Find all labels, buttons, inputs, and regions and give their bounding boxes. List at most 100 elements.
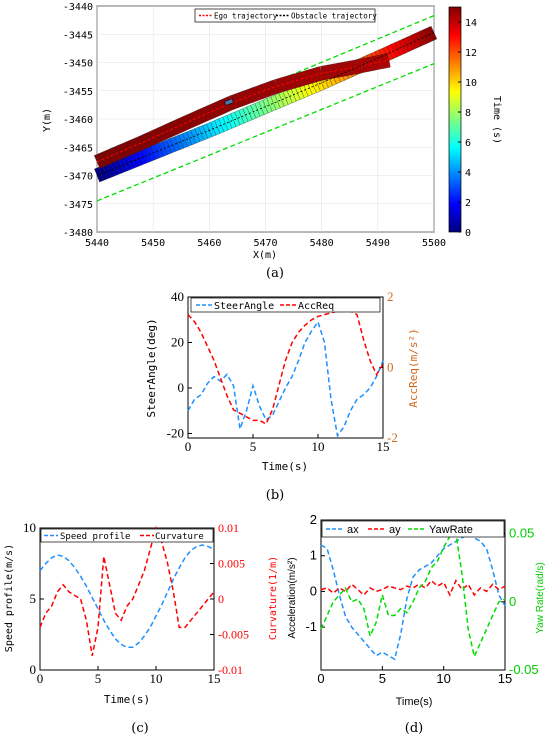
y-right-tick-label: 0 [387, 360, 394, 375]
panel-c-legend [40, 528, 214, 543]
panel-a-ticks: 5440 5450 5460 5470 5480 5490 5500 -3440 -3445 -3… [63, 2, 446, 249]
y-tick-label: 10 [23, 520, 36, 535]
y-tick-label: 5 [30, 591, 37, 606]
caption-d: (d) [405, 721, 423, 736]
colorbar-tick-label: 4 [465, 168, 471, 179]
x-tick-label: 5450 [141, 238, 165, 249]
panel-c-ticks: 0 5 10 15 0 5 10 -0.01 -0.005 0 0.005 0.01 [23, 520, 249, 686]
legend-ax-label: ax [347, 524, 359, 536]
panel-a-trajectory-plot: 5440 5450 5460 5470 5480 5490 5500 -3440 -3445 -3… [42, 2, 502, 261]
colorbar-tick-label: 8 [465, 108, 471, 119]
legend-curvature-label: Curvature [155, 532, 204, 542]
legend-speed-label: Speed profile [60, 532, 130, 542]
x-tick-label: 10 [436, 671, 450, 686]
colorbar-tick-label: 2 [465, 198, 471, 209]
caption-a: (a) [266, 266, 284, 281]
panel-c-ylabel-right: Curvature(1/m) [268, 556, 279, 640]
y-tick-label: 1 [310, 548, 317, 563]
x-tick-label: 5500 [422, 238, 446, 249]
panel-c-axes-box [39, 527, 215, 671]
panel-b-legend [190, 297, 381, 313]
legend-ego-label: Ego trajectory [214, 12, 278, 21]
y-right-tick-label: 0 [509, 594, 516, 609]
x-tick-label: 0 [185, 439, 192, 454]
panel-b-ylabel-right: AccReq(m/s²) [407, 328, 420, 407]
y-tick-label: -3475 [63, 200, 93, 211]
lane-line [96, 63, 435, 202]
x-tick-label: 15 [498, 671, 512, 686]
colorbar-tick-label: 0 [465, 228, 471, 239]
x-tick-label: 10 [312, 439, 325, 454]
series-line-curvature [39, 525, 215, 656]
panel-d-series [320, 532, 506, 661]
panel-b-axes-box [187, 296, 384, 439]
series-line-speed-profile [39, 544, 215, 649]
colorbar-ticks: 0 2 4 6 8 10 12 14 [458, 18, 477, 239]
panel-d-ticks: 0 5 10 15 -1 0 1 2 -0.05 0 0.05 [305, 512, 538, 686]
panel-c-ylabel: Speed profile(m/s) [4, 544, 15, 652]
y-tick-label: -3480 [63, 228, 93, 239]
panel-d-ylabel: Acceleration(m/s²) [287, 557, 298, 638]
panel-b-ylabel: SteerAngle(deg) [145, 318, 158, 417]
y-tick-label: -3455 [63, 87, 93, 98]
y-tick-label: -3465 [63, 143, 93, 154]
x-tick-label: 5470 [253, 238, 277, 249]
x-tick-label: 5 [379, 671, 386, 686]
colorbar [448, 6, 462, 233]
y-tick-label: 40 [171, 289, 184, 304]
caption-c: (c) [131, 721, 148, 736]
x-tick-label: 5480 [310, 238, 334, 249]
colorbar-label: Time (s) [491, 96, 502, 144]
series-line-steerangle [187, 320, 384, 438]
y-tick-label: -3460 [63, 115, 93, 126]
x-tick-label: 5440 [85, 238, 109, 249]
y-right-tick-label: -0.01 [218, 663, 243, 677]
panel-d-legend [321, 520, 505, 538]
panel-d-axes-box [320, 519, 506, 671]
y-tick-label: -3470 [63, 172, 93, 183]
y-right-tick-label: -0.005 [218, 628, 249, 642]
series-line-ax [320, 533, 506, 661]
colorbar-tick-label: 12 [465, 48, 477, 59]
y-tick-label: -3445 [63, 30, 93, 41]
panel-a-ylabel: Y(m) [42, 108, 53, 132]
legend-ay-label: ay [389, 524, 401, 536]
x-tick-label: 10 [150, 671, 163, 686]
obstacle-trajectory-line [96, 32, 435, 176]
ego-trajectory-line [96, 59, 390, 163]
colorbar-tick-label: 10 [465, 78, 477, 89]
series-line-yawrate [320, 532, 506, 659]
y-right-tick-label: 2 [387, 289, 394, 304]
y-right-tick-label: 0.005 [218, 557, 245, 571]
x-tick-label: 15 [208, 671, 221, 686]
legend-steerangle-label: SteerAngle [214, 301, 274, 312]
colorbar-tick-label: 6 [465, 138, 471, 149]
panel-d-accel-yaw-plot: 0 5 10 15 -1 0 1 2 -0.05 0 0.05 Time(s) Accelerati… [287, 512, 546, 708]
panel-a-trajectories [94, 26, 438, 183]
y-right-tick-label: -0.05 [509, 662, 539, 677]
panel-c-series [39, 525, 215, 656]
y-tick-label: 2 [310, 512, 317, 527]
y-right-tick-label: 0 [218, 592, 224, 606]
y-right-tick-label: -2 [387, 430, 398, 445]
y-tick-label: -20 [167, 425, 184, 440]
x-tick-label: 5 [95, 671, 102, 686]
legend-obstacle-label: Obstacle trajectory [291, 12, 377, 21]
x-tick-label: 15 [377, 439, 390, 454]
x-tick-label: 5 [250, 439, 257, 454]
obstacle-trajectory-segment [426, 26, 438, 41]
x-tick-label: 5490 [366, 238, 390, 249]
panel-c-xlabel: Time(s) [104, 693, 150, 706]
series-line-ay [320, 579, 506, 597]
legend-yawrate-label: YawRate [429, 524, 473, 536]
colorbar-tick-label: 14 [465, 18, 477, 29]
y-tick-label: 0 [30, 662, 37, 677]
x-tick-label: 0 [37, 671, 44, 686]
y-right-tick-label: 0.01 [218, 521, 239, 535]
x-tick-label: 0 [317, 671, 324, 686]
obstacle-marker [224, 98, 234, 106]
panel-a-xlabel: X(m) [253, 250, 277, 261]
